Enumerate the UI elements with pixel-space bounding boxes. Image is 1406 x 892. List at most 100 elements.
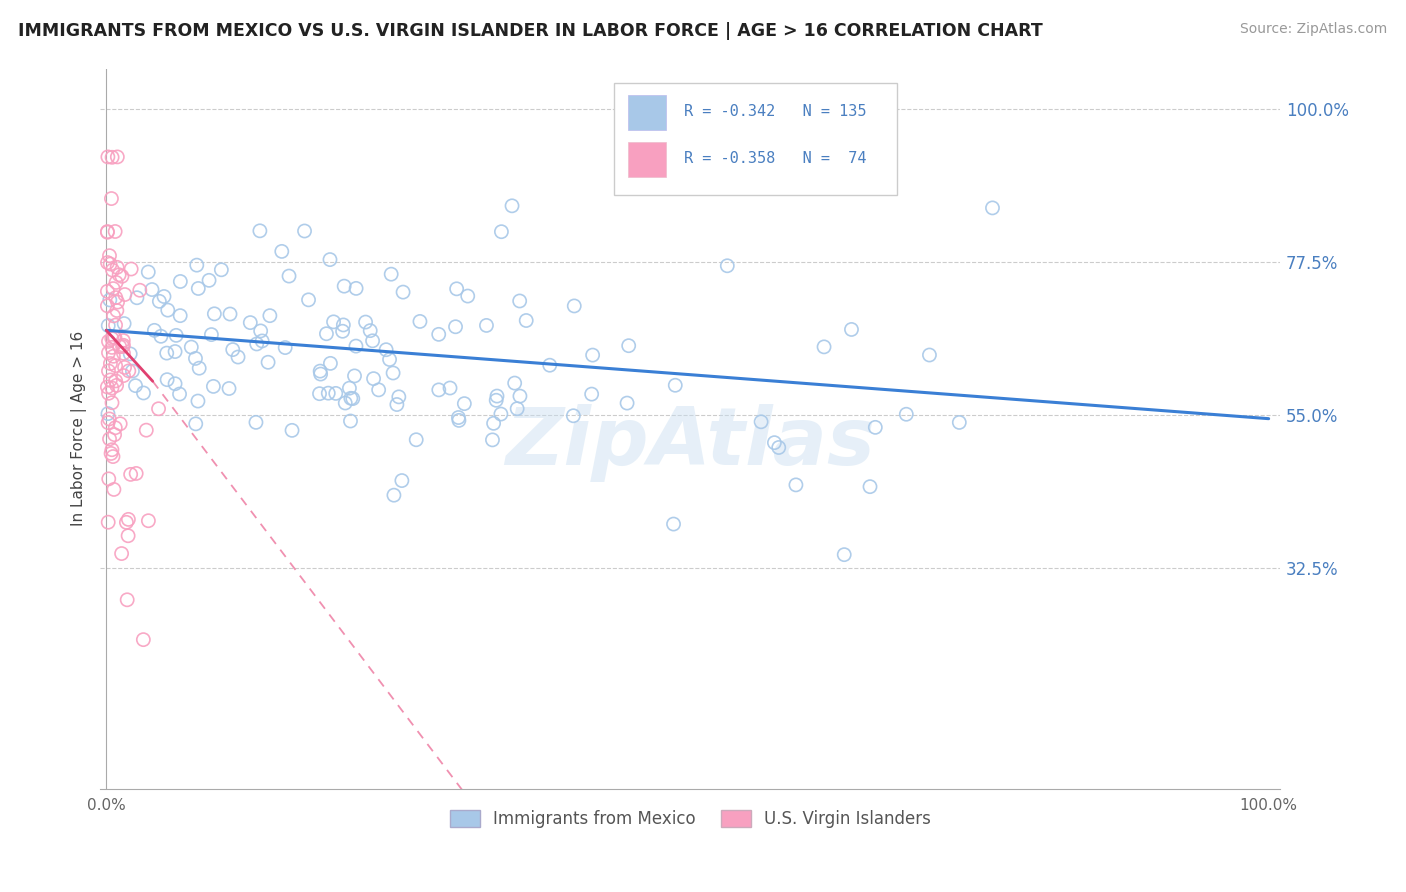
Point [120, 467, 142, 482]
Point [97, 416, 120, 430]
Point [322, 315, 344, 329]
FancyBboxPatch shape [628, 142, 665, 177]
Point [281, 423, 304, 437]
Point [813, 340, 835, 354]
Point [149, 329, 172, 343]
Point [97, 334, 120, 349]
Point [294, 224, 316, 238]
Point [98, 373, 121, 387]
Point [209, 262, 232, 277]
Point [382, 366, 405, 380]
Point [103, 330, 125, 344]
Point [948, 416, 970, 430]
Point [128, 283, 150, 297]
Point [918, 348, 941, 362]
Point [98, 432, 121, 446]
Point [749, 415, 772, 429]
Point [447, 413, 470, 427]
Point [169, 275, 191, 289]
Point [439, 381, 461, 395]
Point [103, 483, 125, 497]
Point [501, 199, 523, 213]
Point [101, 263, 124, 277]
Point [148, 401, 170, 416]
Point [859, 480, 882, 494]
Point [616, 396, 638, 410]
Point [332, 324, 354, 338]
Text: R = -0.342   N = 135: R = -0.342 N = 135 [685, 104, 868, 120]
Point [114, 287, 136, 301]
Point [103, 309, 125, 323]
Point [97, 345, 120, 359]
Point [97, 472, 120, 486]
Point [112, 334, 135, 348]
Point [98, 257, 121, 271]
Point [503, 376, 526, 390]
Point [101, 332, 124, 346]
Point [105, 303, 128, 318]
Point [108, 268, 131, 282]
Point [107, 295, 129, 310]
Point [249, 224, 271, 238]
Point [101, 282, 124, 296]
Point [165, 344, 187, 359]
Point [219, 307, 242, 321]
Point [101, 450, 124, 464]
Point [148, 294, 170, 309]
Point [325, 386, 347, 401]
Point [105, 276, 128, 290]
Point [97, 150, 120, 164]
Point [138, 514, 160, 528]
Point [96, 299, 118, 313]
Point [391, 474, 413, 488]
Text: R = -0.358   N =  74: R = -0.358 N = 74 [685, 151, 868, 166]
FancyBboxPatch shape [628, 95, 665, 129]
Point [354, 315, 377, 329]
Point [538, 358, 561, 372]
Point [135, 423, 157, 437]
Point [120, 347, 142, 361]
Point [202, 379, 225, 393]
Point [250, 334, 273, 348]
Point [104, 318, 127, 332]
Point [340, 391, 363, 405]
Point [865, 420, 887, 434]
Point [491, 225, 513, 239]
Point [115, 592, 138, 607]
Text: Source: ZipAtlas.com: Source: ZipAtlas.com [1240, 22, 1388, 37]
Point [380, 267, 402, 281]
Point [114, 360, 136, 375]
Text: ZipAtlas: ZipAtlas [505, 404, 876, 483]
Point [169, 309, 191, 323]
Point [184, 351, 207, 366]
Point [156, 346, 179, 360]
Point [361, 334, 384, 348]
Point [98, 412, 121, 426]
Point [475, 318, 498, 333]
Point [446, 282, 468, 296]
Point [259, 309, 281, 323]
Point [382, 488, 405, 502]
Point [453, 396, 475, 410]
Point [187, 281, 209, 295]
Point [188, 361, 211, 376]
Point [385, 397, 408, 411]
Point [485, 389, 508, 403]
Point [111, 340, 134, 354]
Point [100, 357, 122, 371]
Point [111, 269, 134, 284]
Point [581, 387, 603, 401]
Point [359, 324, 381, 338]
Point [489, 407, 512, 421]
Point [785, 478, 807, 492]
Point [97, 515, 120, 529]
Point [97, 364, 120, 378]
Point [108, 340, 131, 354]
Point [101, 442, 124, 457]
Point [186, 258, 208, 272]
Point [117, 512, 139, 526]
Point [427, 327, 450, 342]
Point [309, 367, 332, 381]
Point [198, 273, 221, 287]
Point [104, 291, 127, 305]
